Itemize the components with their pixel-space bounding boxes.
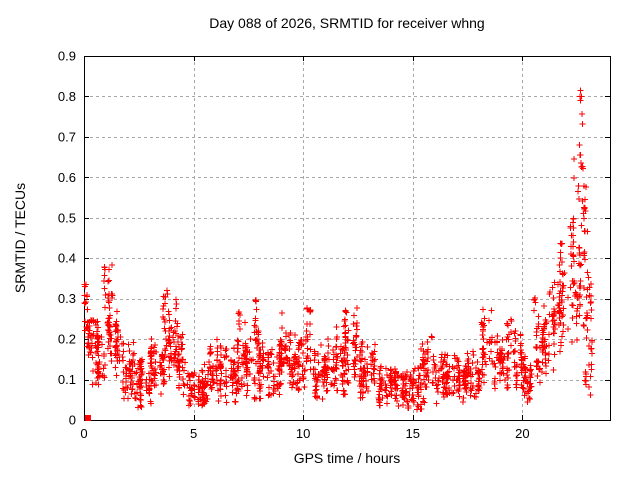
y-tick-label: 0 [69,413,76,428]
x-axis-label: GPS time / hours [293,450,401,466]
tick-labels: 0 5 10 15 20 0 0.1 0.2 0.3 0.4 0.5 0.6 0.7 0.8 0.9 [58,49,530,442]
axis-ticks [84,56,610,421]
chart-title: Day 088 of 2026, SRMTID for receiver whn… [209,15,485,31]
x-tick-label: 5 [190,426,197,441]
y-tick-label: 0.6 [58,170,76,185]
y-tick-label: 0.4 [58,251,76,266]
y-tick-label: 0.2 [58,332,76,347]
y-tick-label: 0.9 [58,49,76,64]
y-tick-label: 0.8 [58,89,76,104]
zero-square-marker [84,414,91,421]
y-tick-label: 0.3 [58,291,76,306]
y-tick-label: 0.1 [58,372,76,387]
x-tick-label: 10 [296,426,310,441]
y-tick-label: 0.7 [58,129,76,144]
x-tick-label: 20 [515,426,529,441]
plot-border [84,56,611,421]
x-tick-label: 0 [80,426,87,441]
y-tick-label: 0.5 [58,210,76,225]
data-points [81,87,595,421]
x-tick-label: 15 [406,426,420,441]
